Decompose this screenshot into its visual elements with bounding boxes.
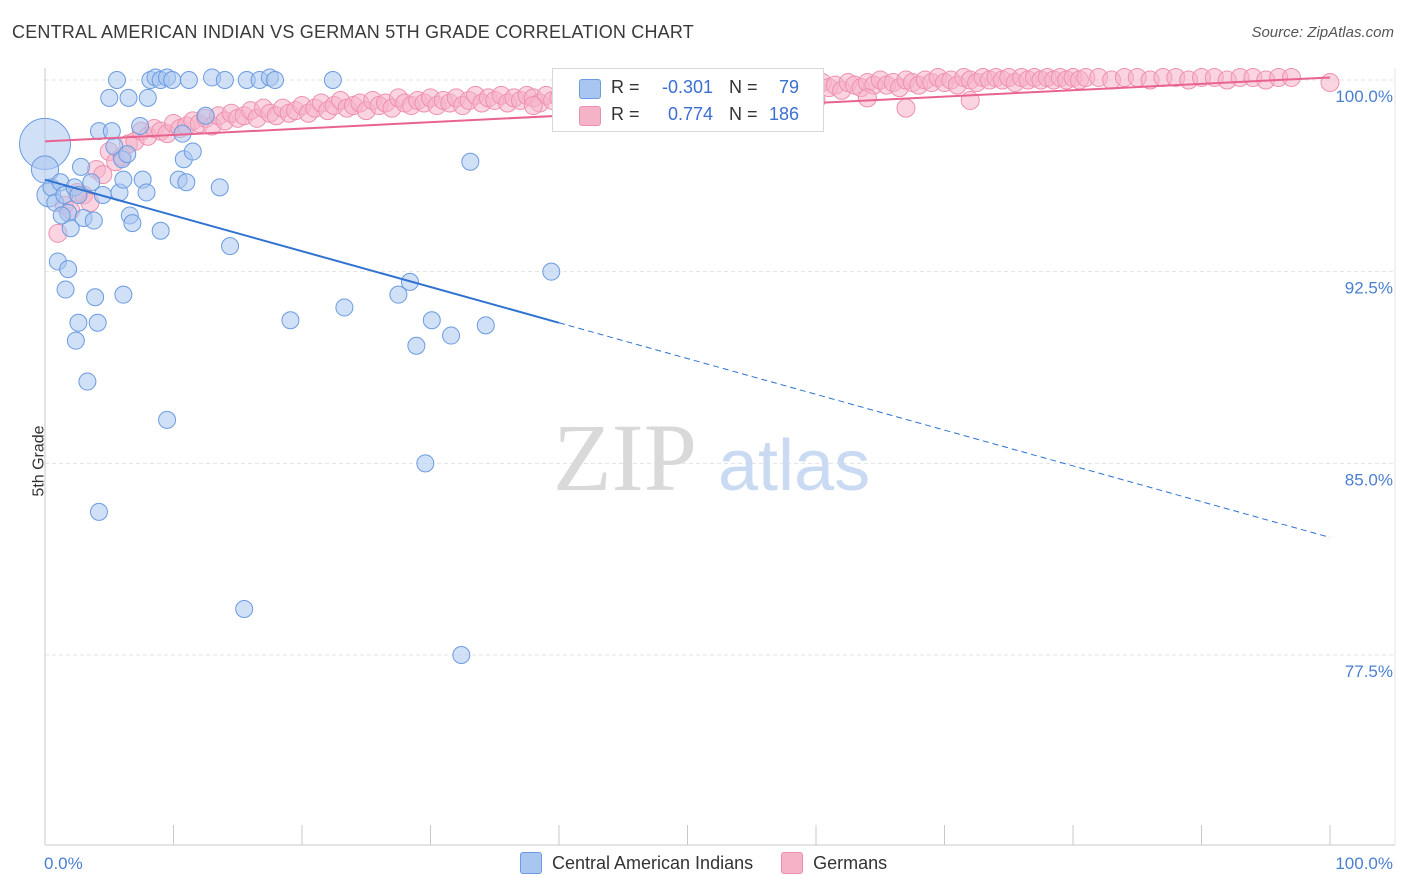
data-point-central-american-indians — [137, 183, 156, 202]
data-point-central-american-indians — [88, 313, 107, 332]
data-point-central-american-indians — [123, 214, 142, 233]
data-point-central-american-indians — [163, 71, 182, 89]
data-point-central-american-indians — [461, 152, 480, 171]
legend-label: Germans — [813, 852, 888, 873]
y-tick-label: 77.5% — [1345, 662, 1393, 681]
source-label: Source: ZipAtlas.com — [1251, 24, 1394, 41]
n-label: N = — [729, 77, 758, 97]
data-point-central-american-indians — [179, 71, 198, 89]
stats-row-germans: R = 0.774 N = 186 — [553, 102, 823, 128]
data-point-central-american-indians — [61, 219, 80, 238]
y-tick-label: 92.5% — [1345, 279, 1393, 298]
legend-item-central-american-indians[interactable]: Central American Indians — [520, 852, 753, 874]
blue-swatch — [579, 79, 601, 99]
data-point-central-american-indians — [215, 71, 234, 89]
data-point-central-american-indians — [107, 71, 126, 89]
bottom-legend: Central American Indians Germans — [520, 852, 887, 874]
legend-item-germans[interactable]: Germans — [781, 852, 887, 874]
legend-label: Central American Indians — [552, 852, 754, 873]
data-point-central-american-indians — [221, 237, 240, 256]
data-point-central-american-indians — [183, 142, 202, 161]
data-point-central-american-indians — [422, 311, 441, 330]
data-point-central-american-indians — [86, 288, 105, 307]
r-label: R = — [611, 77, 640, 97]
data-point-central-american-indians — [210, 178, 229, 197]
stats-legend: R = -0.301 N = 79 R = 0.774 N = 186 — [552, 68, 824, 132]
data-point-central-american-indians — [281, 311, 300, 330]
blue-swatch — [520, 852, 542, 874]
grid-lines — [45, 79, 1395, 656]
watermark-atlas: atlas — [718, 426, 870, 506]
data-point-central-american-indians — [196, 106, 215, 125]
data-point-central-american-indians — [114, 285, 133, 304]
data-point-central-american-indians — [476, 316, 495, 335]
data-point-central-american-indians — [266, 71, 285, 89]
data-point-central-american-indians — [71, 157, 90, 176]
x-tick-label: 100.0% — [1335, 854, 1393, 873]
data-point-central-american-indians — [78, 372, 97, 391]
data-point-germans — [896, 98, 916, 118]
data-point-germans — [523, 96, 543, 116]
data-point-central-american-indians — [89, 502, 108, 521]
tick-labels: 100.0% 92.5% 85.0% 77.5% 0.0% 100.0% — [44, 87, 1393, 873]
y-tick-label: 85.0% — [1345, 470, 1393, 489]
r-value: -0.301 — [661, 77, 713, 97]
data-point-central-american-indians — [452, 646, 471, 664]
trend-line-extension-central-american-indians — [558, 322, 1331, 538]
data-point-germans — [1281, 67, 1301, 87]
data-point-central-american-indians — [323, 71, 342, 89]
stats-row-central-american-indians: R = -0.301 N = 79 — [553, 75, 823, 101]
data-point-central-american-indians — [56, 280, 75, 299]
central-american-indians-points — [19, 68, 561, 664]
data-point-central-american-indians — [389, 285, 408, 304]
chart-title: CENTRAL AMERICAN INDIAN VS GERMAN 5TH GR… — [12, 22, 694, 42]
data-point-central-american-indians — [407, 336, 426, 355]
data-point-central-american-indians — [114, 170, 133, 189]
data-point-central-american-indians — [542, 262, 561, 281]
data-point-central-american-indians — [100, 88, 119, 107]
data-point-central-american-indians — [138, 88, 157, 107]
data-point-central-american-indians — [235, 600, 254, 618]
r-value: 0.774 — [667, 104, 713, 124]
data-point-central-american-indians — [52, 206, 71, 225]
data-point-central-american-indians — [66, 331, 85, 350]
data-point-central-american-indians — [119, 88, 138, 107]
data-point-germans — [857, 88, 877, 108]
data-point-central-american-indians — [118, 145, 137, 164]
pink-swatch — [579, 106, 601, 126]
watermark-zip: ZIP — [553, 404, 697, 511]
data-point-central-american-indians — [335, 298, 354, 317]
data-point-central-american-indians — [442, 326, 461, 345]
data-point-central-american-indians — [59, 260, 78, 279]
pink-swatch — [781, 852, 804, 874]
data-point-central-american-indians — [84, 211, 103, 230]
data-point-central-american-indians — [151, 221, 170, 240]
data-point-central-american-indians — [158, 410, 177, 429]
data-point-central-american-indians — [69, 313, 88, 332]
n-value: 186 — [768, 104, 799, 124]
n-value: 79 — [778, 77, 799, 97]
r-label: R = — [611, 104, 640, 124]
data-point-central-american-indians — [82, 173, 101, 192]
n-label: N = — [729, 104, 758, 124]
data-point-central-american-indians — [177, 173, 196, 192]
trend-line-central-american-indians — [44, 178, 560, 324]
x-tick-label: 0.0% — [44, 854, 83, 873]
data-point-central-american-indians — [416, 454, 435, 473]
data-point-central-american-indians — [131, 117, 150, 135]
y-tick-label: 100.0% — [1335, 87, 1393, 106]
